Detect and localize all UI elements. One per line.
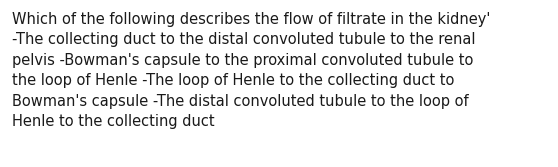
Text: Which of the following describes the flow of filtrate in the kidney'
-The collec: Which of the following describes the flo… xyxy=(12,12,490,129)
